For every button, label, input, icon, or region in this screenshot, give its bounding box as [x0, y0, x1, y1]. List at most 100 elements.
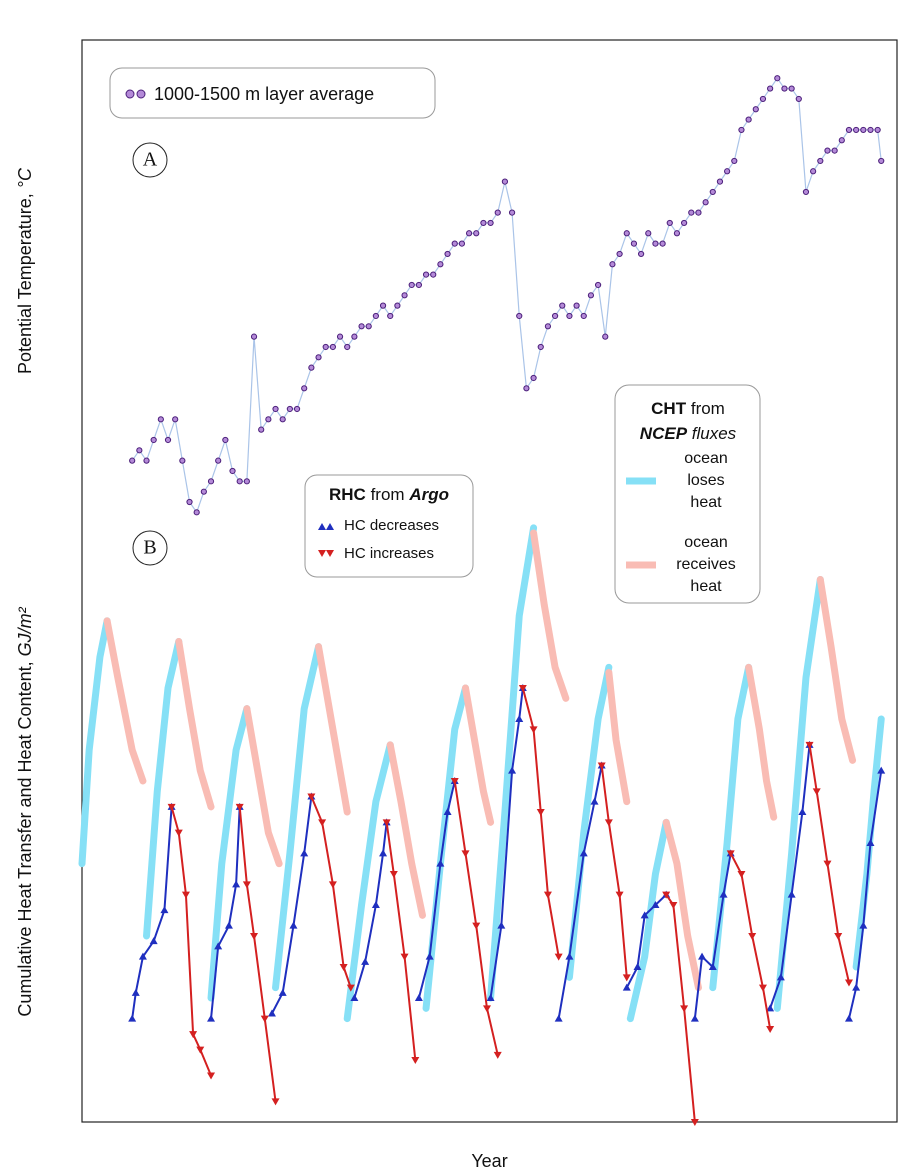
data-point [537, 343, 544, 351]
series-line [238, 805, 277, 1103]
data-point [157, 416, 164, 423]
data-point [508, 766, 517, 774]
data-point [361, 957, 370, 965]
series-line [521, 687, 560, 958]
series-line [729, 852, 772, 1030]
data-point [436, 859, 445, 867]
data-point [136, 447, 143, 454]
data-point [640, 911, 649, 919]
data-point [787, 890, 796, 898]
data-point [554, 1014, 563, 1022]
data-point [371, 901, 380, 908]
plot-frame [81, 39, 898, 1123]
data-point [719, 890, 728, 898]
data-point [494, 209, 501, 216]
data-point [229, 467, 236, 475]
data-point [623, 230, 630, 237]
legend-label: HC increases [344, 545, 434, 562]
x-axis-label: Year [471, 1151, 507, 1171]
data-point [215, 457, 222, 464]
data-point [131, 988, 140, 996]
data-point [602, 333, 609, 340]
data-point [265, 416, 272, 423]
flux-line [530, 529, 570, 702]
data-point [559, 302, 566, 309]
data-point [543, 891, 552, 899]
series-line [665, 893, 696, 1123]
panel-label-circle [132, 142, 168, 178]
data-point [243, 478, 250, 485]
data-point [766, 1026, 775, 1033]
data-point [293, 405, 301, 413]
panel-label-circle [132, 530, 168, 566]
data-point [329, 343, 336, 351]
data-point [339, 964, 348, 971]
flux-line [175, 638, 215, 811]
data-point [812, 788, 821, 796]
data-point [844, 1014, 853, 1022]
legend-marker [326, 523, 334, 530]
data-point [834, 933, 843, 940]
data-point [802, 188, 810, 196]
data-point [174, 829, 183, 837]
data-point [250, 933, 259, 940]
data-point [866, 839, 875, 846]
data-point [167, 803, 176, 811]
data-point [662, 891, 671, 899]
data-point [480, 219, 487, 227]
data-point [486, 994, 495, 1001]
flux-line [662, 818, 702, 992]
data-point [774, 75, 781, 82]
data-point [554, 953, 563, 961]
legend-title: CHT from [651, 399, 725, 418]
data-point [516, 312, 523, 320]
data-point [387, 312, 394, 320]
legend-label-line: receives [676, 556, 736, 573]
data-point [859, 921, 868, 929]
data-point [414, 994, 423, 1001]
data-point [289, 921, 298, 929]
series-line [847, 769, 883, 1020]
flux-line [243, 705, 283, 868]
data-point [189, 1031, 198, 1039]
data-point [164, 436, 172, 444]
legend-label-line: ocean [684, 450, 728, 467]
data-point [450, 778, 459, 785]
data-point [318, 819, 327, 827]
data-point [622, 974, 631, 982]
data-point [186, 498, 193, 506]
data-point [150, 436, 157, 444]
data-point [633, 963, 642, 970]
data-point [573, 302, 580, 309]
data-point [272, 405, 279, 413]
flux-line [626, 818, 670, 1023]
data-point [878, 157, 885, 165]
data-point [389, 871, 398, 878]
data-point [688, 209, 695, 216]
data-point [129, 457, 136, 464]
y-axis-label-part: GJ/m² [15, 606, 35, 656]
data-point [328, 881, 337, 889]
data-point [690, 1119, 699, 1126]
legend-label: ocean receives heat [676, 534, 736, 595]
data-point [798, 808, 807, 815]
data-point [394, 302, 401, 309]
data-point [279, 416, 286, 423]
data-point [278, 988, 287, 996]
data-point [207, 1072, 216, 1080]
data-point [860, 126, 867, 134]
data-point [308, 364, 315, 371]
data-point [788, 85, 795, 92]
data-point [651, 901, 660, 908]
data-point [224, 921, 233, 929]
legend-title-part: NCEP [640, 424, 688, 443]
data-point [379, 849, 388, 857]
data-point [222, 436, 229, 444]
data-point [622, 983, 631, 991]
data-point [372, 312, 379, 320]
data-point [322, 343, 329, 351]
data-point [379, 302, 387, 309]
legend-label: ocean loses heat [684, 450, 728, 511]
data-point [351, 333, 358, 340]
